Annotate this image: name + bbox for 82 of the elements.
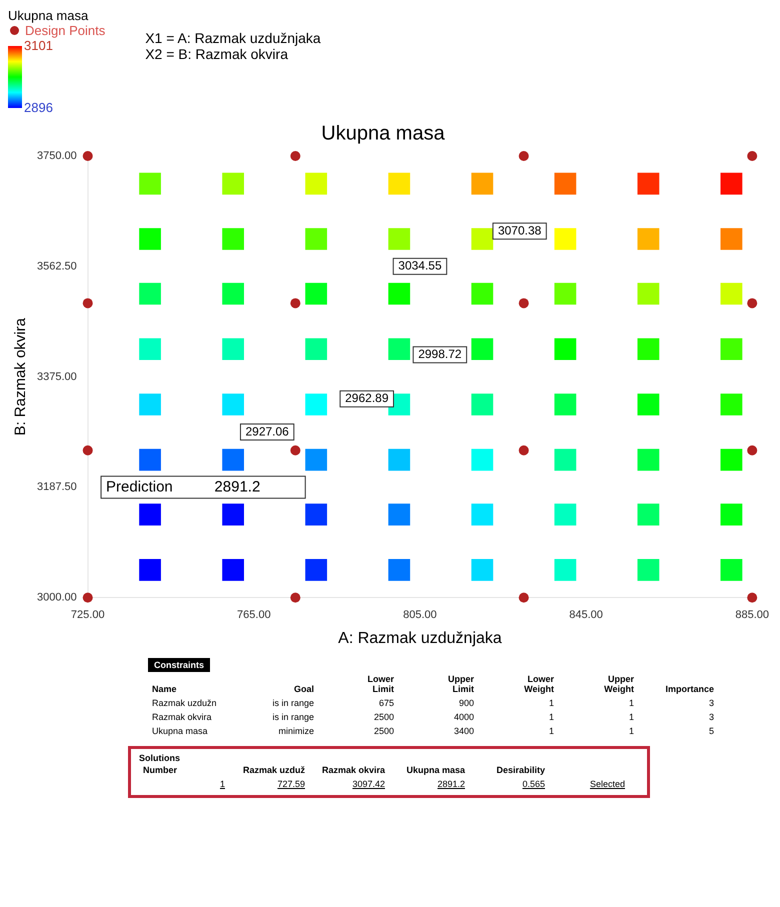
text: Selected bbox=[588, 778, 626, 791]
point bbox=[518, 151, 529, 161]
x-tick-label: 885.00 bbox=[735, 609, 770, 622]
annotation: 2962.89 bbox=[345, 391, 389, 406]
text: Ukupna masa bbox=[152, 726, 208, 736]
text: 1 bbox=[548, 698, 554, 708]
point bbox=[290, 445, 300, 456]
color-bar-label: 3101 bbox=[24, 38, 53, 53]
x-tick-label: 845.00 bbox=[569, 609, 603, 622]
annotation: Prediction 2891.2 bbox=[106, 478, 260, 496]
text: 900 bbox=[458, 698, 474, 708]
text: Razmak uzduž bbox=[242, 765, 305, 775]
text: Lower Limit bbox=[366, 674, 394, 694]
text: X1 = A: Razmak uzdužnjaka bbox=[145, 30, 321, 46]
text: 3400 bbox=[454, 726, 474, 736]
y-tick-label: 3375.00 bbox=[36, 370, 77, 383]
point bbox=[290, 298, 300, 308]
text: 1 bbox=[628, 712, 634, 722]
chart-title: Ukupna masa bbox=[321, 122, 446, 145]
point bbox=[82, 445, 93, 456]
text: 1 bbox=[628, 726, 634, 736]
point bbox=[747, 298, 758, 308]
text: Razmak uzdužn bbox=[152, 698, 217, 708]
text: Constraints bbox=[148, 658, 210, 672]
text: is in range bbox=[272, 698, 314, 708]
text: 4000 bbox=[454, 712, 474, 722]
legend-title: Ukupna masa bbox=[8, 8, 90, 23]
text: Importance bbox=[665, 684, 714, 694]
point bbox=[82, 298, 93, 308]
annotation: 3070.38 bbox=[498, 223, 542, 238]
text: 727.59 bbox=[276, 778, 306, 791]
text: is in range bbox=[272, 712, 314, 722]
text: Upper Limit bbox=[446, 674, 474, 694]
text: 5 bbox=[708, 726, 714, 736]
text: Razmak okvira bbox=[322, 765, 385, 775]
y-tick-label: 3750.00 bbox=[36, 150, 77, 162]
text: minimize bbox=[278, 726, 314, 736]
point bbox=[82, 151, 93, 161]
text: 0.565 bbox=[521, 778, 546, 791]
text: 2500 bbox=[374, 726, 394, 736]
text: X2 = B: Razmak okvira bbox=[145, 46, 289, 62]
text: Number bbox=[143, 765, 178, 775]
x-tick-label: 765.00 bbox=[237, 609, 271, 622]
legend-label: Design Points bbox=[24, 23, 106, 38]
text: 2500 bbox=[374, 712, 394, 722]
text: 675 bbox=[378, 698, 394, 708]
point bbox=[747, 151, 758, 161]
point bbox=[518, 298, 529, 308]
text: Goal bbox=[294, 684, 314, 694]
text: 1 bbox=[548, 712, 554, 722]
y-tick-label: 3000.00 bbox=[36, 592, 77, 604]
text: Razmak okvira bbox=[152, 712, 212, 722]
text: Ukupna masa bbox=[406, 765, 465, 775]
y-tick-label: 3187.50 bbox=[36, 481, 77, 494]
text: 1 bbox=[548, 726, 554, 736]
x-axis-title: A: Razmak uzdužnjaka bbox=[338, 630, 502, 647]
annotation: 2998.72 bbox=[418, 347, 462, 362]
text: 3 bbox=[708, 712, 714, 722]
annotation: 2927.06 bbox=[245, 424, 290, 438]
text: 2891.2 bbox=[436, 778, 466, 791]
text: 3 bbox=[708, 698, 714, 708]
point bbox=[518, 445, 529, 456]
point bbox=[747, 592, 758, 603]
y-tick-label: 3562.50 bbox=[36, 260, 77, 272]
text: Upper Weight bbox=[603, 674, 634, 694]
point bbox=[82, 592, 93, 603]
color-bar-label: 2896 bbox=[24, 100, 53, 115]
x-tick-label: 805.00 bbox=[403, 609, 437, 622]
y-axis-title: B: Razmak okvira bbox=[12, 317, 30, 436]
text: 3097.42 bbox=[351, 778, 386, 791]
text: 1 bbox=[218, 778, 226, 791]
text: Lower Weight bbox=[523, 674, 554, 694]
text: Solutions bbox=[139, 753, 181, 763]
point bbox=[518, 592, 529, 603]
point bbox=[747, 445, 758, 456]
text: Desirability bbox=[496, 765, 545, 775]
point bbox=[290, 592, 300, 603]
annotation: 3034.55 bbox=[398, 258, 442, 273]
text: Name bbox=[152, 684, 177, 694]
point bbox=[290, 151, 300, 161]
x-tick-label: 725.00 bbox=[70, 609, 105, 622]
text: 1 bbox=[628, 698, 634, 708]
